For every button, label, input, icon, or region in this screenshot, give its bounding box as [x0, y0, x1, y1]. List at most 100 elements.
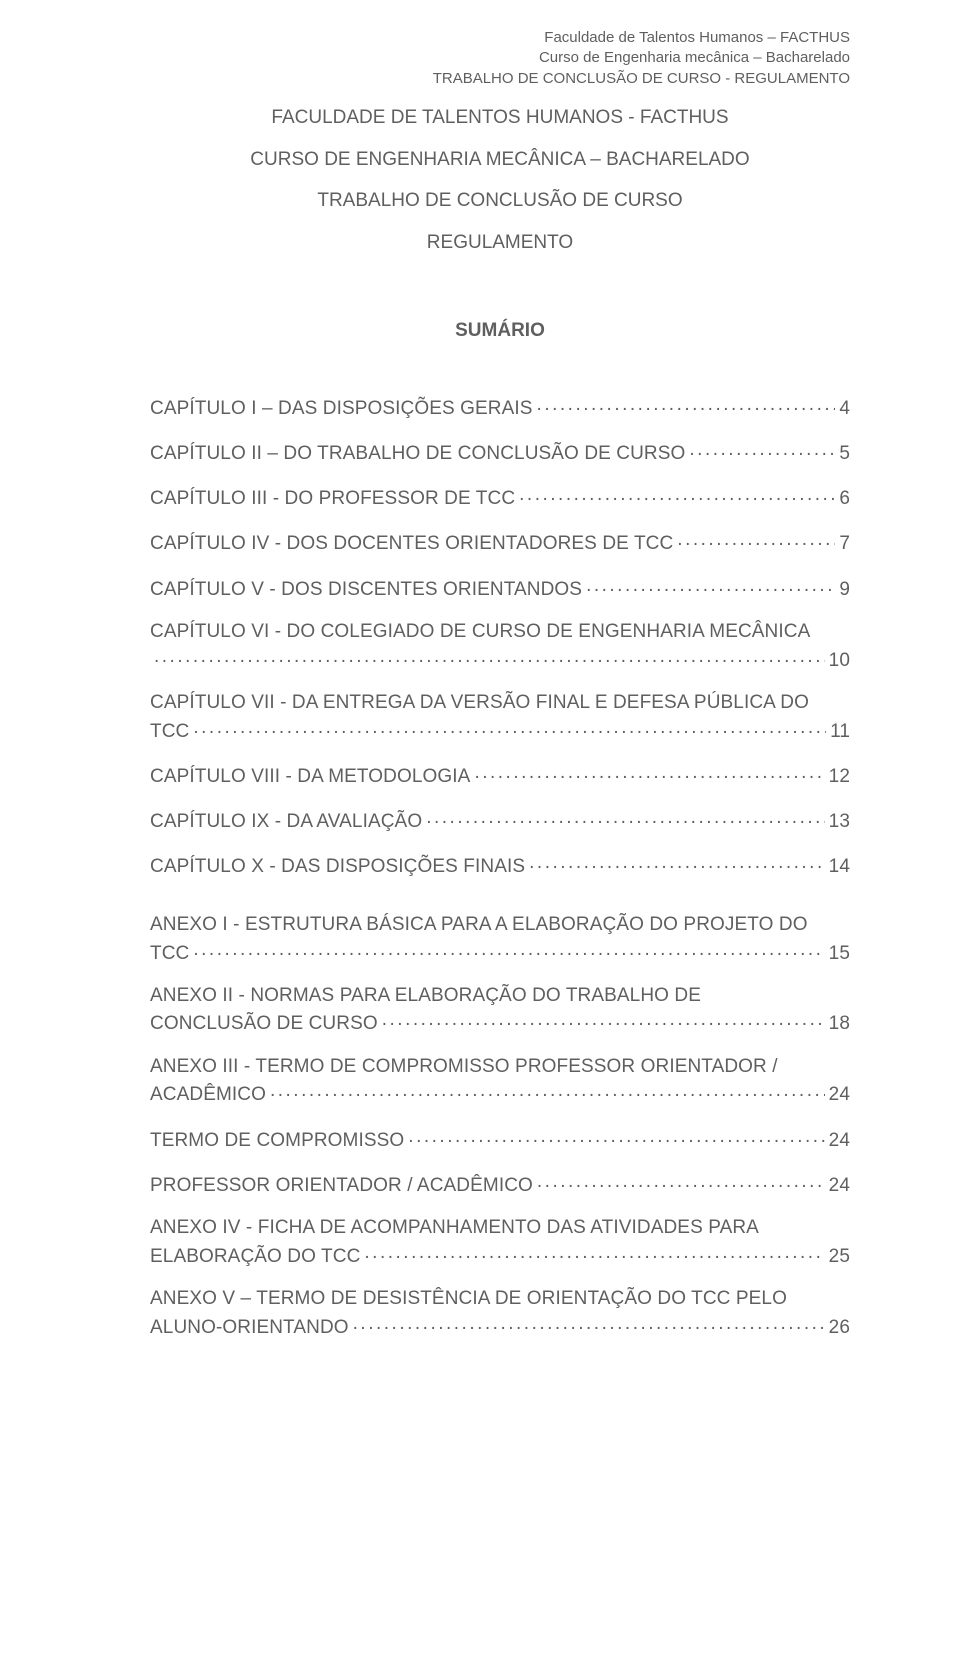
toc-dot-leader	[426, 807, 824, 827]
toc-leader-line: TERMO DE COMPROMISSO 24	[150, 1126, 850, 1153]
toc-entry: CAPÍTULO II – DO TRABALHO DE CONCLUSÃO D…	[150, 439, 850, 466]
toc-text: TCC	[150, 942, 189, 966]
toc-text: PROFESSOR ORIENTADOR / ACADÊMICO	[150, 1174, 533, 1198]
toc-page-number: 5	[839, 442, 850, 466]
toc-entry: CAPÍTULO VII - DA ENTREGA DA VERSÃO FINA…	[150, 691, 850, 743]
toc-text: CAPÍTULO III - DO PROFESSOR DE TCC	[150, 487, 515, 511]
toc-leader-line: CAPÍTULO III - DO PROFESSOR DE TCC 6	[150, 484, 850, 511]
toc-leader-line: CAPÍTULO IV - DOS DOCENTES ORIENTADORES …	[150, 530, 850, 557]
toc-leader-line: TCC 15	[150, 939, 850, 966]
toc-page-number: 14	[829, 855, 850, 879]
toc-entry: CAPÍTULO III - DO PROFESSOR DE TCC 6	[150, 484, 850, 511]
toc-dot-leader	[408, 1126, 824, 1146]
toc-dot-leader	[270, 1080, 825, 1100]
toc-dot-leader	[529, 852, 825, 872]
toc-group-chapters: CAPÍTULO I – DAS DISPOSIÇÕES GERAIS4CAPÍ…	[150, 394, 850, 879]
toc-entry: ANEXO III - TERMO DE COMPROMISSO PROFESS…	[150, 1055, 850, 1107]
toc-dot-leader	[193, 939, 824, 959]
running-header: Faculdade de Talentos Humanos – FACTHUS …	[150, 28, 850, 89]
toc-text-line: CAPÍTULO VII - DA ENTREGA DA VERSÃO FINA…	[150, 691, 850, 715]
title-line-4: REGULAMENTO	[150, 222, 850, 264]
toc-entry: CAPÍTULO VIII - DA METODOLOGIA 12	[150, 762, 850, 789]
toc-entry: ANEXO V – TERMO DE DESISTÊNCIA DE ORIENT…	[150, 1287, 850, 1339]
toc-text: ELABORAÇÃO DO TCC	[150, 1245, 360, 1269]
toc-page-number: 6	[839, 487, 850, 511]
title-line-1: FACULDADE DE TALENTOS HUMANOS - FACTHUS	[150, 97, 850, 139]
toc-page-number: 9	[839, 578, 850, 602]
toc-text: ACADÊMICO	[150, 1083, 266, 1107]
sumario-heading: SUMÁRIO	[150, 320, 850, 342]
toc-dot-leader	[689, 439, 835, 459]
toc-text-line: CAPÍTULO VI - DO COLEGIADO DE CURSO DE E…	[150, 620, 850, 644]
title-line-3: TRABALHO DE CONCLUSÃO DE CURSO	[150, 180, 850, 222]
toc-text: CAPÍTULO II – DO TRABALHO DE CONCLUSÃO D…	[150, 442, 685, 466]
toc-page-number: 10	[829, 649, 850, 673]
toc-leader-line: ELABORAÇÃO DO TCC 25	[150, 1242, 850, 1269]
toc-dot-leader	[364, 1242, 824, 1262]
header-line-1: Faculdade de Talentos Humanos – FACTHUS	[150, 28, 850, 48]
toc-page-number: 18	[829, 1012, 850, 1036]
toc-entry: ANEXO II - NORMAS PARA ELABORAÇÃO DO TRA…	[150, 984, 850, 1036]
toc-page-number: 24	[829, 1083, 850, 1107]
toc-text: TCC	[150, 720, 189, 744]
toc-entry: CAPÍTULO IX - DA AVALIAÇÃO 13	[150, 807, 850, 834]
toc-group-annexes: ANEXO I - ESTRUTURA BÁSICA PARA A ELABOR…	[150, 913, 850, 1340]
toc-entry: PROFESSOR ORIENTADOR / ACADÊMICO 24	[150, 1171, 850, 1198]
toc-leader-line: CAPÍTULO II – DO TRABALHO DE CONCLUSÃO D…	[150, 439, 850, 466]
header-line-2: Curso de Engenharia mecânica – Bacharela…	[150, 48, 850, 68]
toc-text-line: ANEXO V – TERMO DE DESISTÊNCIA DE ORIENT…	[150, 1287, 850, 1311]
toc-entry: ANEXO I - ESTRUTURA BÁSICA PARA A ELABOR…	[150, 913, 850, 965]
toc-entry: CAPÍTULO X - DAS DISPOSIÇÕES FINAIS 14	[150, 852, 850, 879]
toc-leader-line: CAPÍTULO X - DAS DISPOSIÇÕES FINAIS 14	[150, 852, 850, 879]
toc-page-number: 7	[839, 532, 850, 556]
toc-entry: TERMO DE COMPROMISSO 24	[150, 1126, 850, 1153]
toc-entry: CAPÍTULO I – DAS DISPOSIÇÕES GERAIS 4	[150, 394, 850, 421]
toc-leader-line: CAPÍTULO VIII - DA METODOLOGIA 12	[150, 762, 850, 789]
toc-dot-leader	[353, 1313, 825, 1333]
toc-text-line: ANEXO IV - FICHA DE ACOMPANHAMENTO DAS A…	[150, 1216, 850, 1240]
toc-dot-leader	[154, 646, 825, 666]
toc-text: CAPÍTULO VIII - DA METODOLOGIA	[150, 765, 470, 789]
toc-entry: CAPÍTULO IV - DOS DOCENTES ORIENTADORES …	[150, 530, 850, 557]
toc-dot-leader	[519, 484, 835, 504]
toc-dot-leader	[193, 717, 826, 737]
document-page: Faculdade de Talentos Humanos – FACTHUS …	[0, 0, 960, 1678]
toc-leader-line: ACADÊMICO 24	[150, 1080, 850, 1107]
table-of-contents: CAPÍTULO I – DAS DISPOSIÇÕES GERAIS4CAPÍ…	[150, 394, 850, 1339]
toc-dot-leader	[474, 762, 824, 782]
title-line-2: CURSO DE ENGENHARIA MECÂNICA – BACHARELA…	[150, 139, 850, 181]
toc-page-number: 25	[829, 1245, 850, 1269]
toc-text: CAPÍTULO I – DAS DISPOSIÇÕES GERAIS	[150, 397, 533, 421]
toc-leader-line: CONCLUSÃO DE CURSO 18	[150, 1010, 850, 1037]
toc-page-number: 26	[829, 1316, 850, 1340]
toc-leader-line: CAPÍTULO V - DOS DISCENTES ORIENTANDOS 9	[150, 575, 850, 602]
toc-leader-line: CAPÍTULO IX - DA AVALIAÇÃO 13	[150, 807, 850, 834]
title-block: FACULDADE DE TALENTOS HUMANOS - FACTHUS …	[150, 97, 850, 264]
toc-leader-line: PROFESSOR ORIENTADOR / ACADÊMICO 24	[150, 1171, 850, 1198]
toc-text: CAPÍTULO V - DOS DISCENTES ORIENTANDOS	[150, 578, 582, 602]
toc-page-number: 24	[829, 1174, 850, 1198]
toc-text: ALUNO-ORIENTANDO	[150, 1316, 349, 1340]
toc-entry: CAPÍTULO VI - DO COLEGIADO DE CURSO DE E…	[150, 620, 850, 672]
toc-leader-line: 10	[150, 646, 850, 673]
toc-dot-leader	[586, 575, 835, 595]
toc-leader-line: CAPÍTULO I – DAS DISPOSIÇÕES GERAIS 4	[150, 394, 850, 421]
toc-text-line: ANEXO II - NORMAS PARA ELABORAÇÃO DO TRA…	[150, 984, 850, 1008]
toc-text: CONCLUSÃO DE CURSO	[150, 1012, 378, 1036]
toc-text: CAPÍTULO X - DAS DISPOSIÇÕES FINAIS	[150, 855, 525, 879]
toc-page-number: 24	[829, 1129, 850, 1153]
toc-page-number: 11	[830, 720, 850, 744]
toc-dot-leader	[382, 1010, 825, 1030]
toc-dot-leader	[677, 530, 835, 550]
toc-text: CAPÍTULO IV - DOS DOCENTES ORIENTADORES …	[150, 532, 673, 556]
toc-entry: CAPÍTULO V - DOS DISCENTES ORIENTANDOS 9	[150, 575, 850, 602]
toc-page-number: 13	[829, 810, 850, 834]
toc-entry: ANEXO IV - FICHA DE ACOMPANHAMENTO DAS A…	[150, 1216, 850, 1268]
toc-leader-line: ALUNO-ORIENTANDO 26	[150, 1313, 850, 1340]
header-line-3: TRABALHO DE CONCLUSÃO DE CURSO - REGULAM…	[150, 69, 850, 89]
toc-page-number: 15	[829, 942, 850, 966]
toc-page-number: 4	[839, 397, 850, 421]
toc-page-number: 12	[829, 765, 850, 789]
toc-text: TERMO DE COMPROMISSO	[150, 1129, 404, 1153]
toc-text: CAPÍTULO IX - DA AVALIAÇÃO	[150, 810, 422, 834]
